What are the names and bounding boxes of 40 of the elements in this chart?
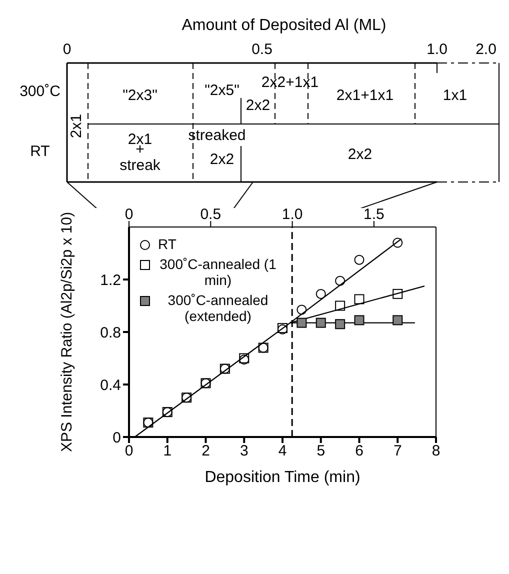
text: Amount of Deposited Al (ML) [182, 17, 386, 34]
text: 2x2+1x1 [261, 74, 319, 91]
category-label: 300˚C [20, 83, 61, 100]
x-tick-label: 6 [355, 442, 364, 460]
x2-tick-label: 1.5 [364, 206, 384, 223]
text: streaked [188, 126, 246, 144]
text: 2x1 [68, 114, 85, 138]
text: 1.0 [426, 40, 448, 58]
text: 2.0 [476, 40, 496, 58]
x-tick-label: 7 [393, 442, 402, 460]
x-tick-label: 5 [316, 442, 326, 460]
x2-tick-label: 0 [124, 206, 134, 223]
x-tick-label: 2 [202, 442, 210, 460]
category-label: RT [30, 143, 50, 160]
text: 2x2 [210, 150, 234, 168]
x-tick-label: 8 [432, 442, 440, 460]
x-tick-label: 4 [278, 442, 287, 460]
y-tick-label: 0.8 [100, 324, 121, 342]
x-tick-label: 0 [124, 442, 134, 460]
text: "2x5" [204, 82, 240, 99]
text: 2x2 [246, 96, 270, 114]
x-tick-label: 3 [240, 442, 248, 460]
text: 2x2 [348, 146, 372, 163]
y-axis-title: XPS Intensity Ratio (Al2p/Si2p x 10) [58, 212, 76, 452]
y-tick-label: 1.2 [100, 272, 121, 289]
x2-tick-label: 0.5 [200, 206, 222, 223]
legend-label: 300˚C-annealed (extended) [166, 292, 270, 324]
text: "2x3" [122, 86, 158, 104]
x2-tick-label: 1.0 [282, 206, 303, 223]
text: 0.5 [252, 40, 272, 58]
text: 1x1 [442, 86, 468, 104]
legend-label: 300˚C-annealed (1 min) [158, 256, 278, 288]
y-tick-label: 0.4 [100, 376, 121, 394]
y-tick-label: 0 [112, 429, 121, 446]
x-axis-title: Deposition Time (min) [204, 469, 360, 486]
legend-label: RT [158, 236, 176, 252]
text: streak [120, 156, 161, 174]
text: 2x1+1x1 [336, 86, 394, 104]
text: 0 [62, 40, 72, 58]
x-tick-label: 1 [163, 442, 172, 460]
